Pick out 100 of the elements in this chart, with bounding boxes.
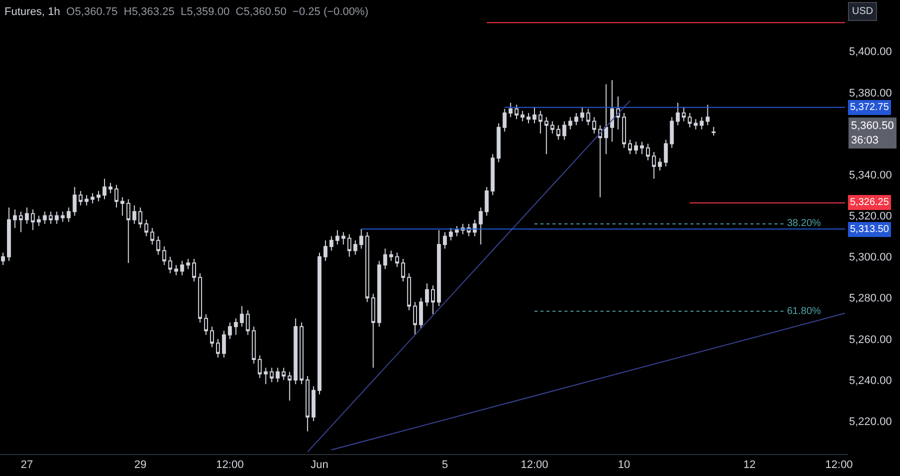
candlestick [371, 293, 376, 368]
candlestick [30, 209, 35, 231]
candlestick [670, 116, 674, 148]
candlestick [544, 116, 548, 155]
x-tick-label: 27 [20, 459, 33, 472]
candlestick [646, 143, 650, 161]
x-tick-label: Jun [310, 459, 328, 472]
candlestick [108, 182, 112, 194]
candlestick [306, 375, 310, 432]
series-label: 5,313.50 [850, 224, 890, 235]
series-label: 5,326.25 [850, 197, 890, 208]
candlestick [401, 258, 406, 282]
candlestick [574, 112, 578, 126]
candlestick [18, 211, 23, 233]
candlestick [102, 178, 106, 200]
candlestick [246, 310, 250, 336]
candlestick [706, 104, 710, 126]
candlestick [520, 110, 524, 122]
x-tick-label: 12:00 [825, 459, 853, 472]
candlestick [383, 248, 388, 270]
candlestick [294, 318, 298, 385]
y-tick-label: 5,280.00 [849, 292, 892, 305]
candlestick [162, 246, 166, 266]
candlestick [228, 322, 232, 340]
series-label: 5,372.75 [850, 102, 890, 113]
candlestick [508, 102, 513, 118]
candlestick [395, 252, 400, 268]
candlestick [264, 367, 268, 385]
candlestick [126, 198, 130, 264]
candlestick [84, 194, 89, 206]
candlestick [359, 228, 364, 250]
candlestick [6, 206, 11, 262]
candlestick [568, 116, 572, 130]
candlestick [682, 106, 686, 122]
candlestick [186, 258, 190, 270]
x-tick-label: 29 [134, 459, 146, 472]
candlestick [120, 196, 124, 216]
candlestick [502, 108, 507, 132]
candlestick [72, 186, 77, 216]
candlestick [222, 330, 226, 358]
candlestick [210, 326, 214, 348]
candlestick [562, 120, 566, 140]
candlestick [676, 102, 680, 126]
candlestick [377, 260, 382, 328]
candlestick [48, 211, 53, 224]
candlestick [586, 108, 590, 126]
candlestick [478, 206, 483, 245]
candlestick [592, 116, 596, 134]
candlestick [258, 354, 262, 378]
candlestick [114, 184, 118, 208]
y-tick-label: 5,240.00 [849, 374, 892, 387]
candlestick [700, 116, 704, 130]
y-tick-label: 5,320.00 [849, 210, 892, 223]
candlestick [42, 211, 47, 224]
candlestick [514, 104, 519, 120]
candlestick [532, 106, 536, 124]
candlestick [454, 225, 459, 237]
candlestick [598, 124, 602, 198]
candlestick [156, 236, 160, 256]
x-tick-label: 12:00 [520, 459, 548, 472]
text: Futures, 1h [4, 6, 60, 18]
x-tick-label: 12 [743, 459, 756, 472]
y-tick-label: 5,260.00 [849, 334, 892, 346]
candlestick [425, 282, 429, 307]
candlestick [538, 110, 542, 134]
y-tick-label: 5,400.00 [849, 46, 892, 58]
candlestick [335, 230, 340, 245]
candlestick [640, 141, 644, 155]
candlestick [96, 190, 100, 202]
candlestick [448, 228, 453, 241]
candlestick [198, 272, 202, 324]
candlestick [622, 112, 626, 148]
candlestick [234, 318, 238, 336]
candlestick [132, 204, 136, 224]
candlestick [282, 367, 286, 381]
candlestick [712, 126, 716, 136]
candlestick [550, 120, 554, 134]
candlestick [12, 209, 17, 229]
candlestick [664, 139, 668, 167]
candlestick [658, 158, 662, 172]
candlestick [347, 234, 352, 258]
candlestick [353, 240, 358, 256]
y-tick-label: 5,220.00 [849, 416, 892, 428]
candlestick [634, 141, 638, 155]
y-tick-label: 5,380.00 [849, 87, 892, 100]
candlestick [240, 306, 244, 328]
candlestick [490, 154, 495, 196]
candlestick [144, 219, 148, 237]
candlestick [628, 139, 632, 155]
candlestick [318, 252, 322, 395]
candlestick [24, 206, 29, 224]
candlestick [413, 301, 418, 336]
candlestick [688, 112, 692, 128]
text: O5,360.75 H5,363.25 L5,359.00 C5,360.50 −0.25 (−0.00%) [66, 6, 368, 18]
candlestick [288, 371, 292, 402]
candlestick [341, 232, 346, 245]
candlestick [270, 367, 274, 383]
candlestick [174, 264, 178, 276]
candlestick [1, 252, 5, 266]
candlestick [138, 206, 142, 229]
